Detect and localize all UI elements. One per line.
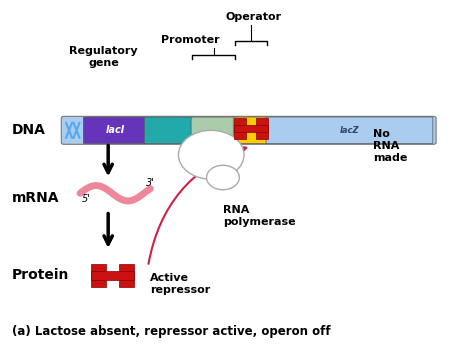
Text: DNA: DNA — [12, 123, 46, 137]
Text: Regulatory
gene: Regulatory gene — [69, 46, 138, 68]
Text: Protein: Protein — [12, 268, 70, 282]
FancyBboxPatch shape — [61, 116, 436, 144]
FancyBboxPatch shape — [266, 117, 433, 144]
Text: 3': 3' — [146, 178, 155, 188]
FancyBboxPatch shape — [83, 117, 147, 144]
Ellipse shape — [198, 152, 236, 180]
Text: Promoter: Promoter — [161, 35, 219, 45]
Ellipse shape — [207, 165, 239, 190]
Ellipse shape — [178, 130, 244, 179]
Bar — [234, 118, 246, 139]
Text: lacI: lacI — [106, 125, 125, 135]
Text: 5': 5' — [82, 194, 91, 204]
FancyBboxPatch shape — [144, 117, 194, 144]
Text: lacZ: lacZ — [339, 126, 359, 135]
FancyBboxPatch shape — [191, 117, 236, 144]
Bar — [256, 118, 268, 139]
Bar — [119, 264, 135, 287]
Text: Active
repressor: Active repressor — [150, 273, 210, 295]
Bar — [91, 271, 135, 280]
Text: RNA
polymerase: RNA polymerase — [223, 205, 296, 227]
Text: No
RNA
made: No RNA made — [373, 129, 407, 163]
Bar — [91, 264, 106, 287]
Text: (a) Lactose absent, repressor active, operon off: (a) Lactose absent, repressor active, op… — [12, 325, 331, 338]
Text: Operator: Operator — [225, 12, 282, 22]
Text: mRNA: mRNA — [12, 191, 60, 206]
Bar — [234, 125, 268, 132]
FancyBboxPatch shape — [233, 117, 269, 144]
